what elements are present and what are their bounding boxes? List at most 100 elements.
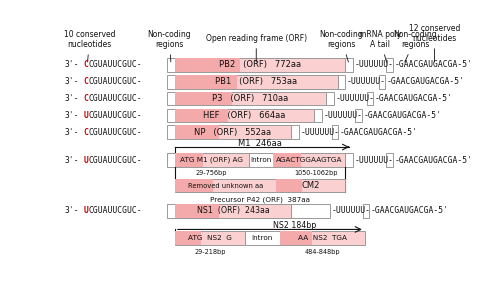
Text: Intron: Intron	[252, 235, 272, 241]
Bar	[291, 204, 330, 218]
Text: 3'-: 3'-	[64, 60, 78, 69]
Bar	[175, 92, 326, 106]
Text: 3'-: 3'-	[64, 156, 78, 165]
Text: Non-coding
regions: Non-coding regions	[394, 30, 437, 62]
Text: CGUAUUCGUC-: CGUAUUCGUC-	[89, 60, 142, 69]
Bar	[175, 125, 291, 139]
Bar	[175, 178, 276, 192]
Text: P3   (ORF)   710aa: P3 (ORF) 710aa	[212, 94, 288, 103]
Text: 12 conserved
nucleotides: 12 conserved nucleotides	[409, 24, 460, 62]
Text: AA  NS2  TGA: AA NS2 TGA	[298, 235, 346, 241]
Bar	[326, 92, 334, 106]
Text: 29-756bp: 29-756bp	[196, 170, 228, 176]
Bar	[314, 109, 322, 122]
Text: C: C	[84, 94, 88, 103]
Text: -GAACGAUGACGA-5': -GAACGAUGACGA-5'	[340, 128, 418, 137]
Text: PB1   (ORF)   753aa: PB1 (ORF) 753aa	[215, 77, 298, 86]
Text: 29-218bp: 29-218bp	[194, 249, 226, 255]
Bar	[363, 204, 370, 218]
Text: 3'-: 3'-	[64, 94, 78, 103]
Bar	[367, 92, 374, 106]
Bar	[280, 231, 365, 245]
Bar	[356, 109, 362, 122]
Bar	[248, 153, 274, 167]
Bar	[167, 92, 175, 106]
Bar	[175, 109, 314, 122]
Text: -GAACGAUGACGA-5': -GAACGAUGACGA-5'	[394, 60, 472, 69]
Text: CGUAUUCGUC-: CGUAUUCGUC-	[89, 94, 142, 103]
Bar	[167, 75, 175, 88]
Text: Open reading frame (ORF): Open reading frame (ORF)	[206, 34, 307, 62]
Bar	[175, 58, 240, 72]
Text: -GAACGAUGACGA-5': -GAACGAUGACGA-5'	[371, 206, 449, 215]
Text: CGUAUUCGUC-: CGUAUUCGUC-	[89, 206, 142, 215]
Text: C: C	[84, 128, 88, 137]
Bar	[175, 75, 338, 88]
Bar	[175, 58, 346, 72]
Text: 1050-1062bp: 1050-1062bp	[294, 170, 338, 176]
Text: C: C	[84, 60, 88, 69]
Bar	[175, 92, 233, 106]
Text: U: U	[84, 206, 88, 215]
Text: ATG M1 (ORF) AG: ATG M1 (ORF) AG	[180, 157, 243, 163]
Bar	[276, 178, 345, 192]
Text: U: U	[84, 111, 88, 120]
Text: PB2   (ORF)   772aa: PB2 (ORF) 772aa	[219, 60, 301, 69]
Text: 10 conserved
nucleotides: 10 conserved nucleotides	[64, 30, 116, 62]
Bar	[175, 125, 219, 139]
Text: Precursor P42 (ORF)  387aa: Precursor P42 (ORF) 387aa	[210, 197, 310, 204]
Text: -GAACGAUGACGA-5': -GAACGAUGACGA-5'	[394, 156, 472, 165]
Text: 3'-: 3'-	[64, 77, 78, 86]
Bar	[167, 153, 175, 167]
Text: -UUUUUU-: -UUUUUU-	[300, 128, 340, 137]
Text: Non-coding
regions: Non-coding regions	[320, 30, 364, 62]
Bar	[378, 75, 385, 88]
Bar	[167, 125, 175, 139]
Bar	[175, 109, 228, 122]
Text: CGUAUUCGUC-: CGUAUUCGUC-	[89, 77, 142, 86]
Text: Non-coding
regions: Non-coding regions	[148, 30, 192, 62]
Bar	[175, 204, 219, 218]
Text: -UUUUUU-: -UUUUUU-	[347, 77, 386, 86]
Text: CM2: CM2	[302, 181, 320, 190]
Text: 3'-: 3'-	[64, 111, 78, 120]
Bar	[332, 125, 338, 139]
Text: CGUAUUCGUC-: CGUAUUCGUC-	[89, 128, 142, 137]
Bar	[291, 125, 299, 139]
Text: Intron: Intron	[250, 157, 272, 163]
Bar	[274, 153, 300, 167]
Bar	[175, 153, 248, 167]
Text: AGACTGGAAGTGA: AGACTGGAAGTGA	[276, 157, 342, 163]
Bar	[346, 153, 353, 167]
Text: Removed unknown aa: Removed unknown aa	[188, 183, 263, 189]
Bar	[167, 58, 175, 72]
Bar	[167, 204, 175, 218]
Bar	[175, 204, 291, 218]
Text: -UUUUUU-: -UUUUUU-	[354, 156, 394, 165]
Text: -UUUUUU-: -UUUUUU-	[324, 111, 362, 120]
Bar	[175, 178, 213, 192]
Bar	[175, 231, 202, 245]
Text: 3'-: 3'-	[64, 128, 78, 137]
Text: -UUUUUU-: -UUUUUU-	[336, 94, 374, 103]
Bar	[346, 58, 353, 72]
Bar	[244, 231, 280, 245]
Bar	[167, 109, 175, 122]
Bar	[175, 153, 203, 167]
Text: -UUUUUU-: -UUUUUU-	[332, 206, 370, 215]
Bar	[338, 75, 345, 88]
Bar	[386, 153, 392, 167]
Bar	[175, 231, 244, 245]
Bar	[175, 75, 236, 88]
Text: mRNA poly
A tail: mRNA poly A tail	[359, 30, 402, 62]
Text: C: C	[84, 77, 88, 86]
Text: -GAACGAUGACGA-5': -GAACGAUGACGA-5'	[375, 94, 453, 103]
Text: CGUAUUCGUC-: CGUAUUCGUC-	[89, 156, 142, 165]
Text: -GAACGAUGACGA-5': -GAACGAUGACGA-5'	[386, 77, 464, 86]
Text: U: U	[84, 156, 88, 165]
Text: ATG  NS2  G: ATG NS2 G	[188, 235, 232, 241]
Bar	[280, 231, 312, 245]
Text: -UUUUUU-: -UUUUUU-	[354, 60, 394, 69]
Text: M1  246aa: M1 246aa	[238, 139, 282, 148]
Text: CGUAUUCGUC-: CGUAUUCGUC-	[89, 111, 142, 120]
